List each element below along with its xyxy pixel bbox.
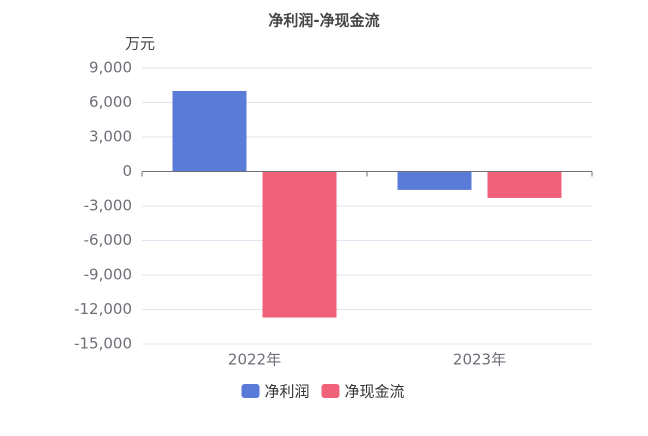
x-tick-label: 2023年 xyxy=(453,351,506,369)
legend-label: 净现金流 xyxy=(345,383,405,401)
x-tick-label: 2022年 xyxy=(228,351,281,369)
legend-swatch xyxy=(321,384,340,398)
y-unit: 万元 xyxy=(125,35,155,53)
y-tick-label: 3,000 xyxy=(89,128,132,146)
y-tick-label: -3,000 xyxy=(84,197,132,215)
legend-swatch xyxy=(241,384,260,398)
legend-label: 净利润 xyxy=(265,383,310,401)
bar xyxy=(397,171,472,190)
y-tick-label: -6,000 xyxy=(84,231,132,249)
y-tick-label: -9,000 xyxy=(84,266,132,284)
bar xyxy=(172,91,247,172)
y-tick-label: 6,000 xyxy=(89,93,132,111)
y-tick-label: 9,000 xyxy=(89,59,132,77)
y-tick-label: 0 xyxy=(122,162,132,180)
bar xyxy=(262,171,337,318)
chart-title: 净利润-净现金流 xyxy=(268,12,379,30)
y-tick-label: -15,000 xyxy=(74,335,132,353)
bar xyxy=(487,171,562,198)
y-tick-label: -12,000 xyxy=(74,300,132,318)
